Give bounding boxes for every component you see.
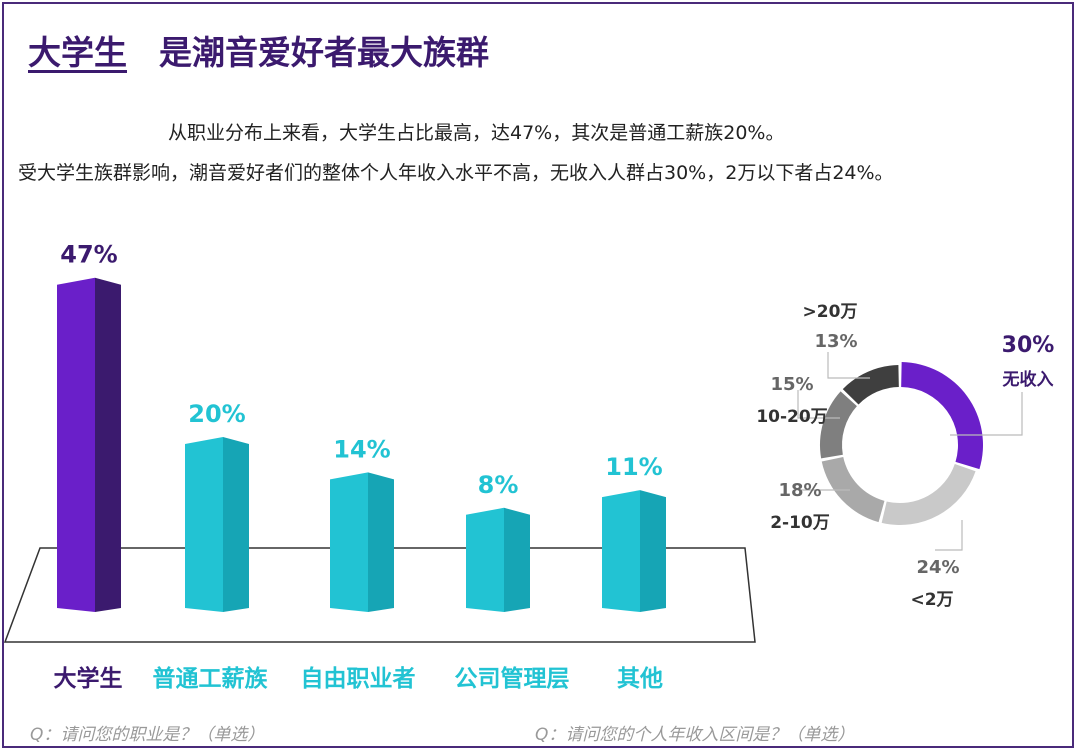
- donut-value-label: 13%: [814, 331, 857, 352]
- donut-category-label: 无收入: [1002, 369, 1054, 390]
- bar-side: [95, 277, 121, 612]
- donut-slice: [820, 391, 857, 459]
- donut-slice: [881, 464, 976, 525]
- question-occupation: Q：请问您的职业是？（单选）: [30, 725, 265, 745]
- category-label: 大学生: [54, 665, 123, 692]
- bar-value-label: 14%: [333, 435, 390, 463]
- bar-value-label: 11%: [605, 453, 662, 481]
- bar-front: [466, 507, 504, 612]
- category-label: 自由职业者: [301, 665, 416, 692]
- subtitle-line-2: 受大学生族群影响，潮音爱好者们的整体个人年收入水平不高，无收入人群占30%，2万…: [18, 162, 894, 184]
- donut-slice: [821, 457, 885, 523]
- bar-front: [57, 277, 95, 612]
- donut-value-label: 15%: [770, 374, 813, 395]
- donut-value-label: 24%: [916, 557, 959, 578]
- leader-line: [797, 390, 840, 419]
- subtitle-line-1: 从职业分布上来看，大学生占比最高，达47%，其次是普通工薪族20%。: [168, 122, 785, 144]
- bar-value-label: 8%: [478, 471, 519, 499]
- leader-line: [827, 352, 870, 379]
- bar-value-label: 20%: [188, 400, 245, 428]
- donut-value-label: 30%: [1002, 333, 1055, 358]
- donut-category-label: 2-10万: [770, 513, 830, 533]
- donut-value-label: 18%: [778, 480, 821, 501]
- bar-front: [602, 490, 640, 612]
- title-rest: 是潮音爱好者最大族群: [159, 33, 489, 72]
- donut-category-label: >20万: [803, 302, 858, 322]
- bar-side: [368, 472, 394, 612]
- title-highlight: 大学生: [28, 33, 127, 72]
- bar-front: [185, 437, 223, 612]
- bar-side: [640, 490, 666, 612]
- page-title: 大学生 是潮音爱好者最大族群: [28, 26, 489, 74]
- category-label: 普通工薪族: [153, 665, 269, 692]
- donut-category-label: <2万: [910, 590, 953, 610]
- donut-slice: [842, 365, 899, 405]
- bar-value-label: 47%: [60, 241, 117, 269]
- bar-side: [223, 437, 249, 612]
- leader-line: [950, 392, 1023, 436]
- bar-side: [504, 507, 530, 612]
- donut-category-label: 10-20万: [756, 407, 827, 427]
- category-label: 其他: [617, 666, 663, 692]
- category-label: 公司管理层: [455, 665, 570, 692]
- donut-slice: [901, 362, 983, 470]
- bar-front: [330, 472, 368, 612]
- leader-line: [935, 520, 963, 551]
- question-income: Q：请问您的个人年收入区间是？（单选）: [535, 725, 855, 745]
